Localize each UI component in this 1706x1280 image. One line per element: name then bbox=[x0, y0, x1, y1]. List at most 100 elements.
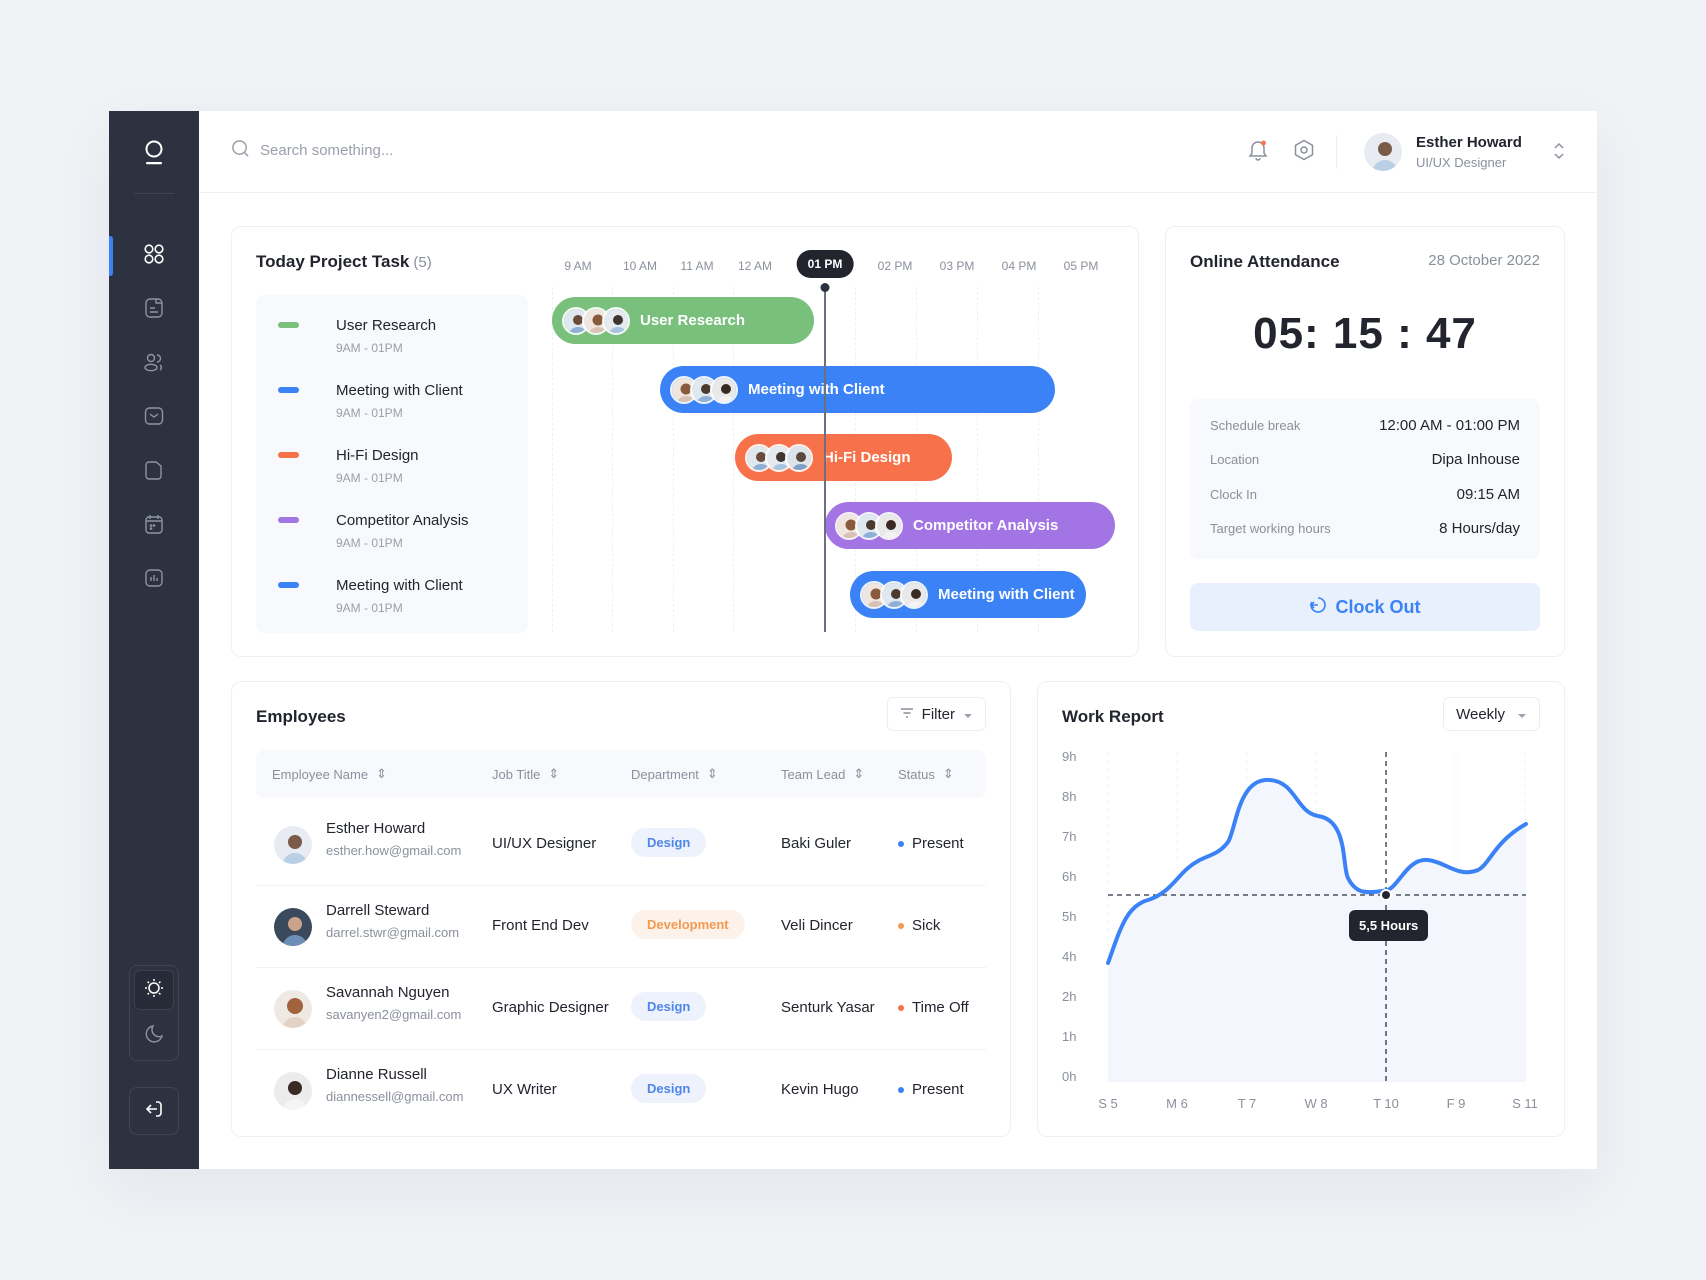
sidebar-item-dashboard[interactable] bbox=[109, 236, 199, 276]
y-axis-label: 5h bbox=[1062, 909, 1077, 924]
chart-icon bbox=[143, 567, 165, 594]
bell-icon bbox=[1246, 138, 1270, 167]
x-axis-label: W 8 bbox=[1304, 1096, 1328, 1111]
gantt-bar-meeting-with-client[interactable]: Meeting with Client bbox=[660, 366, 1055, 413]
column-header-job-title[interactable]: Job Title ⇕ bbox=[492, 766, 560, 782]
detail-value: 12:00 AM - 01:00 PM bbox=[1379, 417, 1520, 434]
hour-label: 02 PM bbox=[877, 259, 913, 273]
sidebar-item-inbox[interactable] bbox=[109, 398, 199, 438]
task-time: 9AM - 01PM bbox=[336, 536, 403, 550]
detail-row: Schedule break 12:00 AM - 01:00 PM bbox=[1210, 417, 1520, 434]
divider bbox=[134, 193, 174, 194]
clock-out-button[interactable]: Clock Out bbox=[1190, 583, 1540, 631]
inbox-icon bbox=[143, 405, 165, 432]
period-dropdown[interactable]: Weekly bbox=[1443, 697, 1540, 731]
table-row[interactable]: Darrell Steward darrel.stwr@gmail.com Fro… bbox=[256, 886, 986, 968]
avatar bbox=[1362, 131, 1404, 173]
job-title: UX Writer bbox=[492, 1081, 557, 1098]
avatar bbox=[272, 906, 314, 948]
hour-label: 12 AM bbox=[737, 259, 773, 273]
y-axis-label: 4h bbox=[1062, 949, 1077, 964]
avatar bbox=[785, 443, 813, 472]
filter-button[interactable]: Filter bbox=[886, 697, 986, 731]
user-menu-toggle[interactable] bbox=[1552, 139, 1566, 168]
logo-icon[interactable] bbox=[109, 139, 199, 173]
table-row[interactable]: Esther Howard esther.how@gmail.com UI/UX … bbox=[256, 804, 986, 886]
column-header-team-lead[interactable]: Team Lead ⇕ bbox=[781, 766, 865, 782]
app-window: Esther Howard UI/UX Designer Today Proje… bbox=[109, 111, 1597, 1169]
sort-icon: ⇕ bbox=[548, 766, 560, 781]
current-time-line bbox=[824, 287, 826, 632]
gantt-bar-user-research[interactable]: User Research bbox=[552, 297, 814, 344]
logout-button[interactable] bbox=[129, 1087, 179, 1135]
column-header-employee-name[interactable]: Employee Name ⇕ bbox=[272, 766, 388, 782]
employee-email: esther.how@gmail.com bbox=[326, 843, 462, 858]
y-axis-label: 0h bbox=[1062, 1069, 1077, 1084]
table-header: Employee Name ⇕ Job Title ⇕ Department ⇕ Te… bbox=[256, 750, 986, 798]
detail-value: 8 Hours/day bbox=[1439, 520, 1520, 537]
sidebar-item-team[interactable] bbox=[109, 344, 199, 384]
hour-label: 03 PM bbox=[939, 259, 975, 273]
detail-row: Location Dipa Inhouse bbox=[1210, 451, 1520, 468]
gridline bbox=[977, 287, 978, 632]
hour-label: 9 AM bbox=[564, 259, 592, 273]
light-mode-button[interactable] bbox=[134, 970, 174, 1010]
employee-email: darrel.stwr@gmail.com bbox=[326, 925, 460, 940]
team-lead: Senturk Yasar bbox=[781, 999, 875, 1016]
card-title: Today Project Task (5) bbox=[256, 252, 432, 271]
calendar-icon bbox=[143, 513, 165, 540]
task-list: User Research 9AM - 01PM Meeting with Cl… bbox=[256, 295, 528, 633]
avatar-stack bbox=[745, 443, 813, 472]
sun-icon bbox=[143, 977, 165, 1004]
status-badge: Present bbox=[898, 835, 964, 852]
chart-tooltip: 5,5 Hours bbox=[1349, 910, 1429, 941]
gantt-bar-hi-fi-design[interactable]: Hi-Fi Design bbox=[735, 434, 952, 481]
current-time-dot bbox=[820, 283, 830, 292]
gantt-bar-meeting-with-client[interactable]: Meeting with Client bbox=[850, 571, 1086, 618]
dark-mode-button[interactable] bbox=[134, 1016, 174, 1056]
task-time: 9AM - 01PM bbox=[336, 341, 403, 355]
column-header-status[interactable]: Status ⇕ bbox=[898, 766, 954, 782]
job-title: Graphic Designer bbox=[492, 999, 609, 1016]
sidebar-item-calendar[interactable] bbox=[109, 506, 199, 546]
clock-out-icon bbox=[1309, 596, 1327, 619]
hour-label: 11 AM bbox=[680, 259, 714, 273]
gantt-bar-label: Meeting with Client bbox=[748, 381, 885, 398]
y-axis-label: 9h bbox=[1062, 749, 1077, 764]
attendance-card: Online Attendance 28 October 2022 05: 15… bbox=[1165, 226, 1565, 657]
x-axis-label: T 10 bbox=[1373, 1096, 1399, 1111]
attendance-timer: 05: 15 : 47 bbox=[1253, 309, 1477, 358]
sidebar-item-folder[interactable] bbox=[109, 452, 199, 492]
filter-label: Filter bbox=[921, 705, 955, 723]
hour-label: 10 AM bbox=[622, 259, 658, 273]
x-axis-label: S 11 bbox=[1512, 1096, 1538, 1111]
table-row[interactable]: Dianne Russell diannessell@gmail.com UX W… bbox=[256, 1050, 986, 1132]
table-row[interactable]: Savannah Nguyen savanyen2@gmail.com Graph… bbox=[256, 968, 986, 1050]
theme-toggle bbox=[129, 965, 179, 1061]
logout-icon bbox=[143, 1098, 165, 1125]
user-profile[interactable]: Esther Howard UI/UX Designer bbox=[1362, 131, 1522, 173]
search-input[interactable] bbox=[260, 142, 520, 159]
current-hour-badge: 01 PM bbox=[796, 250, 854, 278]
column-header-department[interactable]: Department ⇕ bbox=[631, 766, 718, 782]
sidebar-item-documents[interactable] bbox=[109, 290, 199, 330]
clock-out-label: Clock Out bbox=[1335, 596, 1421, 617]
employee-email: diannessell@gmail.com bbox=[326, 1089, 464, 1104]
avatar bbox=[710, 375, 738, 404]
grid-icon bbox=[143, 243, 165, 270]
task-time: 9AM - 01PM bbox=[336, 601, 403, 615]
sort-icon: ⇕ bbox=[942, 766, 954, 781]
sidebar-item-reports[interactable] bbox=[109, 560, 199, 600]
avatar bbox=[900, 580, 928, 609]
team-lead: Veli Dincer bbox=[781, 917, 853, 934]
notifications-button[interactable] bbox=[1243, 137, 1273, 167]
gantt-bar-competitor-analysis[interactable]: Competitor Analysis bbox=[825, 502, 1115, 549]
hour-label: 05 PM bbox=[1063, 259, 1099, 273]
task-name: Hi-Fi Design bbox=[336, 447, 419, 464]
gantt-bar-label: Hi-Fi Design bbox=[823, 449, 911, 466]
settings-button[interactable] bbox=[1289, 137, 1319, 167]
team-lead: Baki Guler bbox=[781, 835, 852, 852]
avatar-stack bbox=[835, 511, 903, 540]
detail-label: Clock In bbox=[1210, 487, 1257, 502]
y-axis-label: 7h bbox=[1062, 829, 1077, 844]
